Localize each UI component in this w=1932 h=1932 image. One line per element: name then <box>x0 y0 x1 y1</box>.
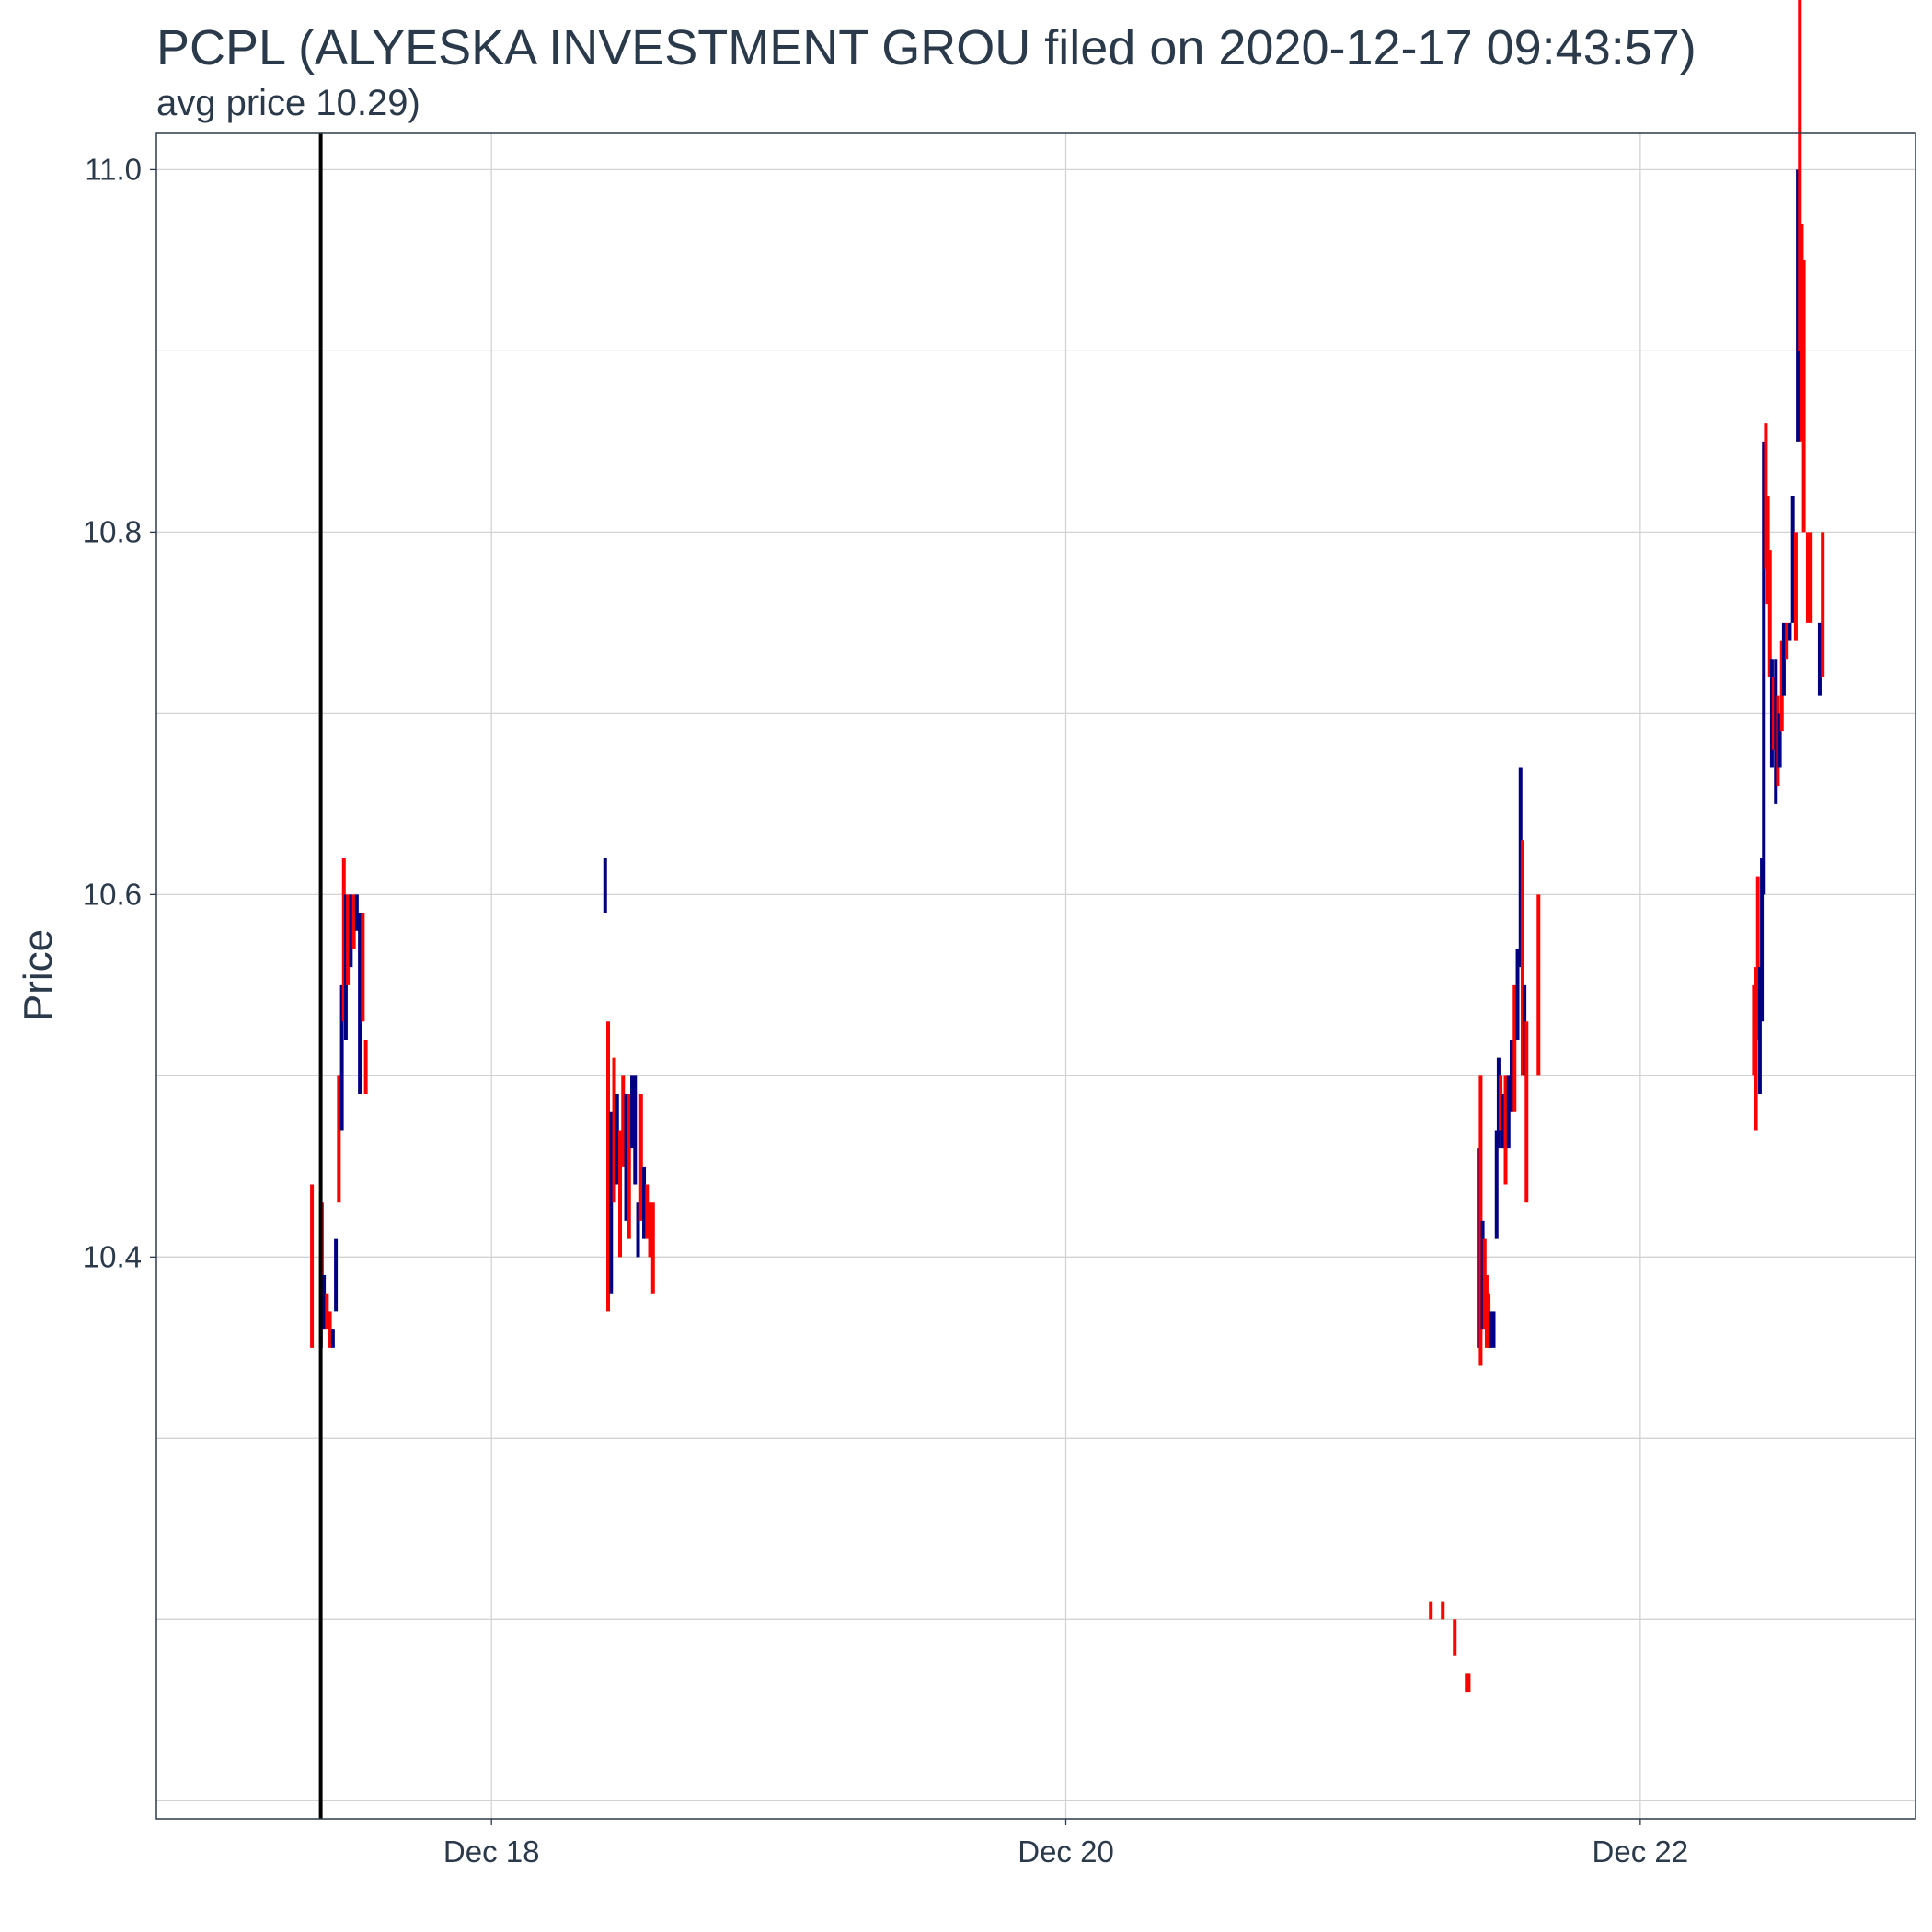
x-tick-label: Dec 22 <box>1593 1834 1689 1869</box>
y-tick-label: 10.4 <box>83 1239 142 1273</box>
y-tick-label: 11.0 <box>85 152 142 186</box>
axis-layer: 10.4 10.6 10.8 11.0 Dec 18 Dec 20 Dec 22 <box>83 152 1688 1869</box>
candle-layer <box>310 0 1825 1693</box>
grid-layer <box>156 133 1915 1819</box>
y-tick-label: 10.8 <box>83 514 142 548</box>
x-tick-label: Dec 18 <box>443 1834 540 1869</box>
chart-subtitle: avg price 10.29) <box>156 83 420 123</box>
plot-frame <box>155 132 1916 1820</box>
chart-title: PCPL (ALYESKA INVESTMENT GROU filed on 2… <box>156 20 1696 75</box>
x-tick-label: Dec 20 <box>1018 1834 1114 1869</box>
y-tick-label: 10.6 <box>83 877 142 911</box>
